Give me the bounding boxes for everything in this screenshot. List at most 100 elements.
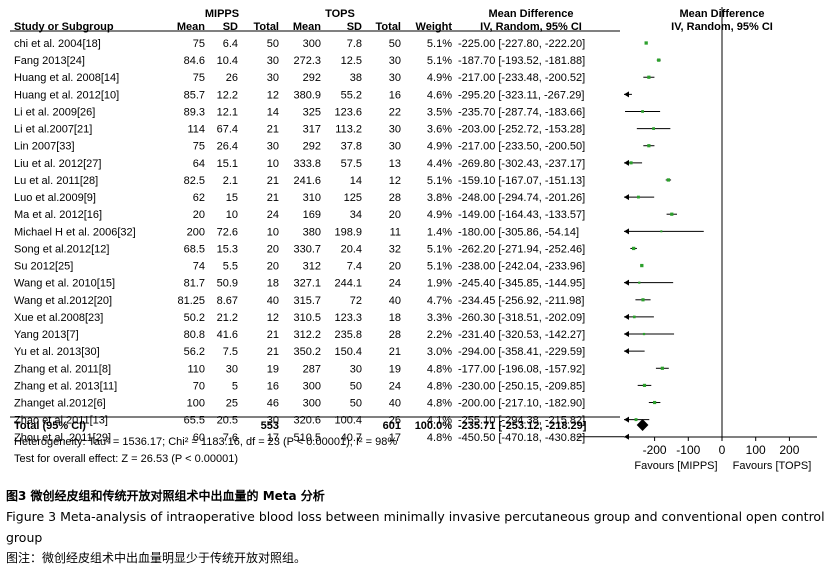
tops-total: 30 bbox=[389, 124, 401, 136]
mipps-total: 46 bbox=[267, 398, 279, 410]
ci-value: -149.00 [-164.43, -133.57] bbox=[458, 209, 585, 221]
weight-value: 5.1% bbox=[427, 38, 452, 50]
study-label: Li et al.2007[21] bbox=[14, 124, 92, 136]
mipps-sd: 26.4 bbox=[217, 141, 238, 153]
heterogeneity-text: Heterogeneity: Tau² = 1536.17; Chi² = 11… bbox=[14, 436, 397, 448]
study-label: Xue et al.2008[23] bbox=[14, 312, 103, 324]
mipps-mean: 75 bbox=[193, 72, 205, 84]
mipps-total: 21 bbox=[267, 192, 279, 204]
mipps-total: 24 bbox=[267, 209, 279, 221]
mipps-sd: 5 bbox=[232, 380, 238, 392]
weight-value: 4.4% bbox=[427, 158, 452, 170]
tops-mean: 310 bbox=[303, 192, 321, 204]
tops-total: 20 bbox=[389, 261, 401, 273]
tops-mean: 380 bbox=[303, 226, 321, 238]
mipps-sd: 30 bbox=[226, 363, 238, 375]
weight-value: 4.7% bbox=[427, 295, 452, 307]
tops-mean: 320.6 bbox=[293, 415, 321, 427]
tops-sd: 14 bbox=[350, 175, 362, 187]
study-marker bbox=[660, 230, 663, 233]
mipps-total: 12 bbox=[267, 312, 279, 324]
tops-total: 30 bbox=[389, 55, 401, 67]
tops-total: 16 bbox=[389, 89, 401, 101]
tops-mean: 300 bbox=[303, 380, 321, 392]
tops-sd: 100.4 bbox=[334, 415, 362, 427]
forest-plot: MIPPS TOPS Mean Difference Mean DifferenceS… bbox=[10, 7, 817, 472]
study-label: Zhang et al. 2013[11] bbox=[14, 380, 117, 392]
tops-total: 17 bbox=[389, 432, 401, 444]
study-label: Lin 2007[33] bbox=[14, 141, 75, 153]
tops-total: 22 bbox=[389, 106, 401, 118]
weight-value: 4.8% bbox=[427, 363, 452, 375]
mipps-sd: 26 bbox=[226, 72, 238, 84]
study-label: Song et al.2012[12] bbox=[14, 243, 109, 255]
study-label: Huang et al. 2012[10] bbox=[14, 89, 119, 101]
tops-mean: 325 bbox=[303, 106, 321, 118]
mipps-total: 30 bbox=[267, 55, 279, 67]
tops-sd: 12.5 bbox=[341, 55, 362, 67]
ci-value: -225.00 [-227.80, -222.20] bbox=[458, 38, 585, 50]
mipps-sd: 10 bbox=[226, 209, 238, 221]
mipps-sd: 12.2 bbox=[217, 89, 238, 101]
tops-total: 11 bbox=[390, 226, 401, 238]
mipps-sd: 10.4 bbox=[217, 55, 238, 67]
tops-total: 20 bbox=[389, 209, 401, 221]
mipps-mean: 110 bbox=[187, 363, 205, 375]
study-label: Huang et al. 2008[14] bbox=[14, 72, 119, 84]
tops-sd: 38 bbox=[350, 72, 362, 84]
tops-mean: 300 bbox=[303, 38, 321, 50]
mipps-total: 18 bbox=[267, 278, 279, 290]
total-mipps-n: 553 bbox=[261, 420, 279, 432]
tops-mean: 315.7 bbox=[293, 295, 321, 307]
study-label: Luo et al.2009[9] bbox=[14, 192, 96, 204]
weight-value: 2.2% bbox=[427, 329, 452, 341]
mipps-total: 40 bbox=[267, 295, 279, 307]
ci-arrow bbox=[624, 313, 629, 320]
mipps-mean: 85.7 bbox=[184, 89, 205, 101]
study-label: Zhou et al. 2011[29] bbox=[14, 432, 111, 444]
ci-value: -295.20 [-323.11, -267.29] bbox=[458, 89, 584, 101]
effect-subheader: IV, Random, 95% CI bbox=[480, 21, 582, 33]
ci-value: -262.20 [-271.94, -252.46] bbox=[458, 243, 585, 255]
mipps-mean: 81.25 bbox=[177, 295, 205, 307]
mipps-sd: 41.6 bbox=[217, 329, 238, 341]
tops-mean: 333.8 bbox=[293, 158, 321, 170]
tops-total: 18 bbox=[389, 312, 401, 324]
study-label: Li et al. 2009[26] bbox=[14, 106, 95, 118]
tops-total: 28 bbox=[389, 329, 401, 341]
ci-value: -235.70 [-287.74, -183.66] bbox=[458, 106, 585, 118]
mipps-mean: 89.3 bbox=[184, 106, 205, 118]
x-tick-label: 100 bbox=[746, 443, 766, 457]
weight-value: 3.3% bbox=[427, 312, 452, 324]
figure-caption-en: Figure 3 Meta-analysis of intraoperative… bbox=[6, 509, 825, 545]
mipps-mean: 82.5 bbox=[184, 175, 205, 187]
mipps-mean: 70 bbox=[193, 380, 205, 392]
total-tops-n: 601 bbox=[383, 420, 401, 432]
column-header: Mean bbox=[293, 21, 321, 33]
tops-mean: 510.5 bbox=[293, 432, 321, 444]
tops-mean: 327.1 bbox=[293, 278, 321, 290]
column-header: Total bbox=[376, 21, 401, 33]
mipps-total: 30 bbox=[267, 415, 279, 427]
overall-test-text: Test for overall effect: Z = 26.53 (P < … bbox=[14, 453, 238, 465]
tops-mean: 330.7 bbox=[293, 243, 321, 255]
study-label: chi et al. 2004[18] bbox=[14, 38, 101, 50]
group-header-tops: TOPS bbox=[325, 8, 355, 20]
tops-total: 24 bbox=[389, 278, 401, 290]
tops-total: 30 bbox=[389, 72, 401, 84]
mipps-total: 50 bbox=[267, 38, 279, 50]
mipps-total: 21 bbox=[267, 346, 279, 358]
mipps-mean: 64 bbox=[193, 158, 205, 170]
tops-total: 21 bbox=[389, 346, 401, 358]
mipps-mean: 80.8 bbox=[184, 329, 205, 341]
study-label: Michael H et al. 2006[32] bbox=[14, 226, 136, 238]
weight-value: 1.9% bbox=[427, 278, 452, 290]
study-label: Wang et al.2012[20] bbox=[14, 295, 112, 307]
mipps-sd: 15.1 bbox=[217, 158, 238, 170]
mipps-total: 21 bbox=[267, 175, 279, 187]
mipps-mean: 20 bbox=[193, 209, 205, 221]
study-label: Yu et al. 2013[30] bbox=[14, 346, 100, 358]
ci-value: -269.80 [-302.43, -237.17] bbox=[458, 158, 585, 170]
tops-sd: 123.6 bbox=[334, 106, 362, 118]
weight-value: 4.8% bbox=[427, 398, 452, 410]
